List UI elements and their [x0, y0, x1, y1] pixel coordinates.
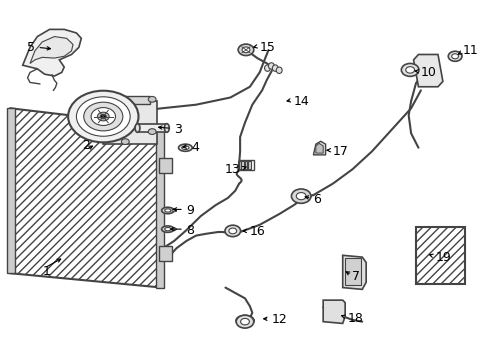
Bar — [239, 160, 254, 170]
Bar — [138, 124, 167, 132]
Circle shape — [68, 91, 139, 142]
Text: 9: 9 — [186, 204, 194, 217]
Circle shape — [292, 189, 311, 203]
Ellipse shape — [164, 124, 169, 132]
Text: 7: 7 — [352, 270, 361, 283]
Bar — [159, 246, 171, 261]
Bar — [345, 258, 361, 285]
Ellipse shape — [272, 65, 278, 71]
Polygon shape — [316, 143, 323, 153]
Circle shape — [448, 51, 462, 61]
Circle shape — [236, 315, 254, 328]
Bar — [103, 101, 157, 144]
Text: 2: 2 — [82, 139, 90, 152]
Circle shape — [148, 96, 156, 102]
Polygon shape — [323, 300, 345, 323]
Circle shape — [406, 67, 415, 73]
Text: 16: 16 — [250, 225, 266, 238]
Text: 6: 6 — [314, 193, 321, 206]
Ellipse shape — [162, 207, 174, 214]
Ellipse shape — [276, 67, 282, 73]
Text: 13: 13 — [224, 163, 240, 176]
Text: 14: 14 — [294, 95, 310, 108]
Circle shape — [296, 193, 306, 200]
Text: 11: 11 — [463, 44, 478, 57]
Bar — [159, 158, 171, 173]
Text: 8: 8 — [186, 224, 195, 237]
Circle shape — [241, 319, 249, 325]
Ellipse shape — [165, 209, 171, 212]
Ellipse shape — [162, 226, 174, 232]
Circle shape — [91, 108, 116, 126]
Ellipse shape — [172, 228, 176, 230]
Text: 1: 1 — [42, 265, 50, 278]
Bar — [241, 161, 244, 169]
Circle shape — [148, 129, 156, 134]
Text: 19: 19 — [436, 251, 451, 264]
Circle shape — [100, 114, 106, 119]
Bar — [103, 116, 112, 135]
Circle shape — [225, 225, 241, 237]
Polygon shape — [30, 37, 73, 63]
Polygon shape — [314, 141, 326, 155]
Text: 5: 5 — [27, 41, 35, 54]
Text: 3: 3 — [174, 123, 182, 136]
Circle shape — [401, 63, 419, 76]
Circle shape — [238, 44, 254, 55]
Ellipse shape — [135, 124, 140, 132]
Bar — [416, 226, 465, 284]
Polygon shape — [156, 126, 164, 288]
Ellipse shape — [265, 65, 270, 71]
Circle shape — [98, 112, 109, 121]
Text: 12: 12 — [272, 313, 288, 327]
Ellipse shape — [269, 63, 274, 69]
Circle shape — [84, 102, 123, 131]
Polygon shape — [10, 108, 162, 288]
Polygon shape — [6, 108, 15, 273]
Text: 15: 15 — [260, 41, 275, 54]
Bar — [238, 161, 241, 169]
Bar — [245, 161, 247, 169]
Text: 10: 10 — [421, 66, 437, 79]
Ellipse shape — [178, 144, 192, 151]
Text: 17: 17 — [333, 145, 349, 158]
Circle shape — [242, 47, 250, 53]
Ellipse shape — [172, 209, 176, 212]
Circle shape — [76, 97, 130, 136]
Text: 18: 18 — [347, 311, 364, 325]
Polygon shape — [23, 30, 81, 76]
Text: 4: 4 — [191, 141, 199, 154]
Circle shape — [229, 228, 237, 234]
Bar — [416, 226, 465, 284]
Circle shape — [122, 139, 129, 144]
Bar — [248, 161, 251, 169]
Ellipse shape — [182, 146, 189, 149]
Bar — [108, 96, 150, 104]
Circle shape — [452, 54, 459, 59]
Polygon shape — [343, 255, 366, 289]
Ellipse shape — [165, 228, 171, 231]
Polygon shape — [414, 54, 443, 87]
